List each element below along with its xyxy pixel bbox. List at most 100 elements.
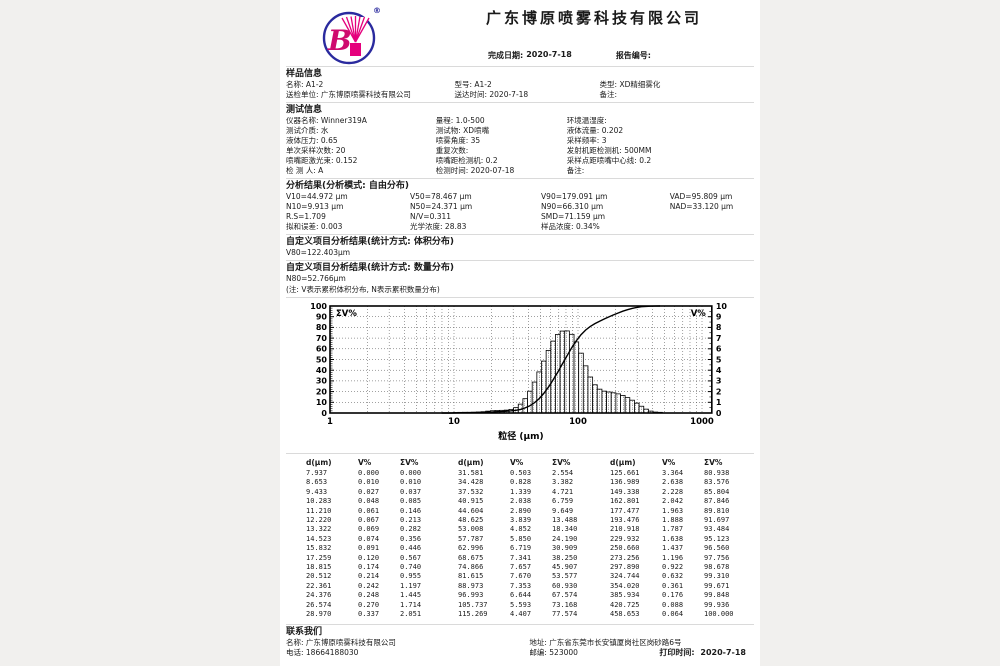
field: 电话: 18664188030: [286, 647, 359, 657]
histogram-bar: [559, 330, 566, 414]
table-row: 12.220 0.067 0.213: [306, 516, 450, 525]
table-header-row: d(μm) V% ΣV%: [610, 457, 754, 469]
field: 类型: XD精细雾化: [599, 80, 661, 89]
table-cell: 99.671: [704, 581, 730, 590]
left-tick-label: 40: [316, 366, 328, 375]
table-row: 297.890 0.922 98.678: [610, 563, 754, 572]
table-row: 15.832 0.091 0.446: [306, 544, 450, 553]
test-info-field: 备注:: [566, 166, 585, 175]
table-row: 26.574 0.270 1.714: [306, 601, 450, 610]
histogram-bar: [624, 397, 631, 414]
table-cell: 98.678: [704, 563, 730, 572]
test-info-field: 重复次数:: [435, 146, 469, 155]
table-row: 420.725 0.088 99.936: [610, 601, 754, 610]
table-cell: 77.574: [552, 610, 578, 619]
section-data-table: d(μm) V% ΣV% 7.937 0.000 0.000 8.653 0.010 0.010…: [286, 453, 754, 624]
report-number: 报告编号:: [616, 50, 654, 61]
test-info-field: 发射机距检测机: 500MM: [566, 146, 652, 155]
custom-number-title: 自定义项目分析结果(统计方式: 数量分布): [286, 263, 454, 273]
column-header: d(μm): [306, 458, 332, 467]
custom-volume-value: V80=122.403μm: [286, 248, 351, 257]
table-group-2: d(μm) V% ΣV% 31.581 0.503 2.554 34.428 0.828 3.3…: [458, 457, 602, 620]
table-cell: 1.888: [662, 516, 684, 525]
table-cell: 40.915: [458, 497, 484, 506]
histogram-bar: [564, 330, 570, 414]
table-cell: 7.670: [510, 572, 532, 581]
table-row: 229.932 1.638 95.123: [610, 535, 754, 544]
table-cell: 0.503: [510, 469, 532, 477]
table-row: 136.989 2.638 83.576: [610, 478, 754, 487]
table-cell: 53.577: [552, 572, 578, 581]
table-row: 8.653 0.010 0.010: [306, 478, 450, 487]
right-tick-label: 2: [716, 387, 722, 396]
table-cell: 7.341: [510, 553, 532, 562]
table-cell: 34.428: [458, 478, 484, 487]
table-cell: 5.593: [510, 600, 532, 609]
test-info-field: 采样点距喷嘴中心线: 0.2: [566, 156, 652, 165]
table-cell: 15.832: [306, 544, 332, 553]
table-cell: 250.660: [610, 544, 640, 553]
histogram-bar: [536, 371, 542, 414]
field: 邮编: 523000: [529, 647, 578, 657]
table-cell: 0.067: [358, 516, 380, 525]
table-row: 34.428 0.828 3.382: [458, 478, 602, 487]
table-row: 18.815 0.174 0.740: [306, 563, 450, 572]
table-cell: 18.340: [552, 525, 578, 534]
table-cell: 6.719: [510, 544, 532, 553]
analysis-rows: V10=44.972 μm V50=78.467 μm V90=179.091 μm…: [286, 192, 754, 232]
histogram-bar: [610, 392, 617, 414]
test-info-col-2: 量程: 1.0-500 测试物: XD喷嘴 喷雾角度: 35 重复次数: 喷嘴距检测机…: [436, 116, 567, 176]
finish-date: 完成日期: 2020-7-18: [488, 50, 572, 61]
table-cell: 162.801: [610, 497, 640, 506]
table-cell: 3.364: [662, 469, 684, 477]
table-cell: 2.228: [662, 487, 684, 496]
left-tick-label: 60: [316, 345, 328, 354]
test-info-field: 环境温湿度:: [566, 116, 607, 125]
table-row: 162.801 2.042 87.846: [610, 497, 754, 506]
left-tick-label: 80: [316, 323, 328, 332]
print-time-label: 打印时间:: [659, 648, 695, 657]
field: 名称: A1-2: [286, 80, 324, 89]
table-row: 193.476 1.888 91.697: [610, 516, 754, 525]
table-cell: 24.376: [306, 591, 332, 600]
table-row: 125.661 3.364 80.938: [610, 469, 754, 478]
analysis-row: V10=44.972 μm V50=78.467 μm V90=179.091 μm…: [286, 192, 754, 202]
spray-icon: [341, 16, 370, 56]
histogram-bar: [638, 405, 645, 414]
table-cell: 28.970: [306, 610, 332, 619]
table-row: 210.918 1.787 93.484: [610, 525, 754, 534]
table-cell: 91.697: [704, 516, 730, 525]
histogram-bar: [582, 365, 589, 414]
column-header: ΣV%: [400, 458, 419, 467]
histogram-bar: [592, 384, 598, 414]
table-cell: 62.996: [458, 544, 484, 553]
column-header: ΣV%: [552, 458, 571, 467]
table-row: 11.210 0.061 0.146: [306, 507, 450, 516]
table-row: 20.512 0.214 0.955: [306, 572, 450, 581]
table-cell: 68.675: [458, 553, 484, 562]
test-info-field: 检 测 人: A: [286, 166, 324, 175]
distribution-note: (注: V表示累积体积分布, N表示累积数量分布): [286, 285, 440, 294]
table-cell: 83.576: [704, 478, 730, 487]
histogram-bar: [596, 388, 603, 414]
right-tick-label: 3: [716, 377, 722, 386]
table-row: 7.937 0.000 0.000: [306, 469, 450, 478]
print-time: 打印时间: 2020-7-18: [656, 647, 746, 658]
table-cell: 13.488: [552, 516, 578, 525]
field: 地址: 广东省东莞市长安镇厦岗社区岗砂路6号: [529, 637, 682, 647]
company-logo: B ®: [322, 4, 382, 72]
column-header: V%: [358, 458, 372, 467]
table-cell: 0.248: [358, 591, 380, 600]
table-cell: 0.337: [358, 610, 380, 619]
particle-size-chart: 0 10 20 30 40 50 60 70 80 90 100 0 1 2 3 4 5 6 7 8 9 10 1 10 100…: [286, 301, 754, 451]
table-cell: 420.725: [610, 600, 640, 609]
table-cell: 149.338: [610, 487, 640, 496]
table-cell: 3.839: [510, 516, 532, 525]
table-cell: 0.567: [400, 553, 422, 562]
table-row: 88.973 7.353 60.930: [458, 582, 602, 591]
x-tick-label: 1000: [690, 417, 714, 427]
left-axis-label: ΣV%: [336, 309, 357, 319]
table-cell: 6.759: [552, 497, 574, 506]
table-cell: 0.120: [358, 553, 380, 562]
table-cell: 7.353: [510, 581, 532, 590]
